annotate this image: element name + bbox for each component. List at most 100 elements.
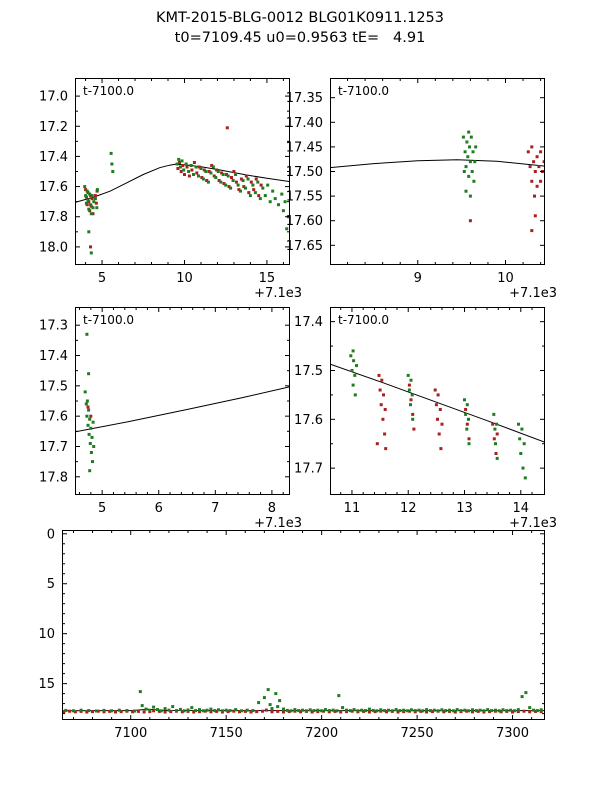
green-data-point — [187, 170, 191, 173]
green-data-point — [209, 707, 213, 711]
green-data-point — [204, 170, 208, 173]
green-data-point — [469, 135, 473, 139]
green-data-point — [86, 198, 90, 202]
green-data-point — [89, 203, 92, 207]
red-data-point — [379, 403, 383, 407]
green-data-point — [371, 708, 375, 712]
green-data-point — [266, 183, 270, 187]
green-data-point — [320, 709, 324, 713]
panel-top-right: 9 10 17.35 17.40 17.45 17.50 17.55 17.60 17.65 t-… — [286, 78, 557, 301]
red-data-point — [197, 165, 201, 169]
x-tick-label: 5 — [98, 271, 106, 286]
green-data-point — [88, 417, 92, 421]
green-data-point — [140, 704, 144, 708]
red-data-point — [257, 194, 261, 198]
green-data-point — [283, 200, 287, 204]
green-data-point — [324, 708, 327, 712]
red-data-point — [84, 195, 88, 199]
green-data-point — [268, 703, 272, 707]
green-data-point — [406, 709, 409, 713]
green-data-point — [455, 708, 459, 712]
red-data-point — [310, 710, 314, 714]
red-data-point — [476, 709, 480, 713]
chart-canvas: 5 6 7 8 17.3 17.4 17.5 17.6 17.7 17.8 t-7100.0 +7.1… — [39, 307, 302, 531]
red-data-point — [378, 388, 382, 392]
green-data-point — [285, 227, 289, 231]
green-data-point — [219, 180, 223, 184]
y-tick-label: 17.50 — [286, 165, 323, 180]
green-data-point — [367, 707, 371, 711]
data-layer — [330, 130, 545, 233]
red-data-point — [89, 414, 93, 418]
y-tick-label: 17.6 — [39, 410, 68, 425]
green-data-point — [88, 469, 92, 473]
green-data-point — [462, 170, 466, 173]
red-data-point — [217, 179, 221, 182]
red-data-point — [367, 710, 371, 714]
data-layer — [75, 332, 290, 473]
y-tick-label: 17.55 — [286, 190, 323, 205]
x-tick-label: 8 — [268, 501, 276, 516]
green-data-point — [352, 708, 356, 712]
red-data-point — [412, 427, 416, 431]
green-data-point — [463, 708, 467, 712]
red-data-point — [499, 710, 503, 714]
data-layer — [62, 688, 545, 714]
red-data-point — [163, 710, 167, 714]
green-data-point — [84, 201, 88, 205]
red-data-point — [530, 229, 534, 233]
green-data-point — [451, 709, 455, 713]
red-data-point — [535, 184, 539, 188]
green-data-point — [85, 414, 89, 418]
green-data-point — [87, 207, 91, 211]
green-data-point — [421, 709, 425, 713]
panel-top-left: 5 10 15 17.0 17.2 17.4 17.6 17.8 18.0 t-7100.0 +7.… — [39, 78, 302, 301]
red-data-point — [90, 197, 94, 201]
y-tick-label: 17.4 — [39, 349, 68, 364]
green-data-point — [220, 709, 224, 713]
green-data-point — [505, 709, 509, 713]
green-data-point — [520, 427, 524, 431]
red-data-point — [539, 179, 543, 183]
green-data-point — [494, 442, 497, 446]
y-tick-label: 17.35 — [286, 91, 323, 106]
y-tick-label: 17.5 — [39, 379, 68, 394]
y-tick-label: 17.6 — [39, 180, 68, 195]
red-data-point — [382, 393, 385, 397]
green-data-point — [90, 194, 94, 198]
chart-canvas: 5 10 15 17.0 17.2 17.4 17.6 17.8 18.0 t-7100.0 +7.… — [39, 78, 302, 301]
green-data-point — [211, 165, 215, 169]
green-data-point — [92, 200, 96, 204]
y-tick-label: 17.2 — [39, 120, 68, 135]
red-data-point — [438, 408, 442, 411]
green-data-point — [440, 708, 444, 712]
green-data-point — [402, 708, 406, 712]
green-data-point — [91, 460, 94, 464]
green-data-point — [138, 690, 142, 694]
red-data-point — [68, 709, 72, 713]
green-data-point — [273, 197, 277, 201]
x-tick-label: 10 — [176, 271, 193, 286]
red-data-point — [93, 194, 97, 198]
green-data-point — [495, 422, 499, 426]
green-data-point — [474, 145, 478, 149]
y-tick-label: 17.4 — [294, 315, 323, 330]
y-tick-label: 15 — [38, 677, 55, 692]
green-data-point — [327, 709, 331, 713]
red-data-point — [471, 710, 474, 714]
green-data-point — [194, 709, 198, 713]
green-data-point — [213, 709, 217, 713]
green-data-point — [409, 403, 412, 407]
red-data-point — [409, 398, 413, 402]
axis-annotation: t-7100.0 — [83, 313, 134, 327]
green-data-point — [301, 708, 304, 712]
green-data-point — [459, 709, 463, 713]
green-data-point — [86, 423, 90, 427]
red-data-point — [195, 171, 199, 175]
green-data-point — [390, 709, 394, 713]
green-data-point — [482, 709, 486, 713]
x-tick-label: 7100 — [114, 726, 147, 741]
red-data-point — [533, 194, 536, 198]
axes-frame — [330, 307, 545, 495]
red-data-point — [243, 709, 247, 713]
